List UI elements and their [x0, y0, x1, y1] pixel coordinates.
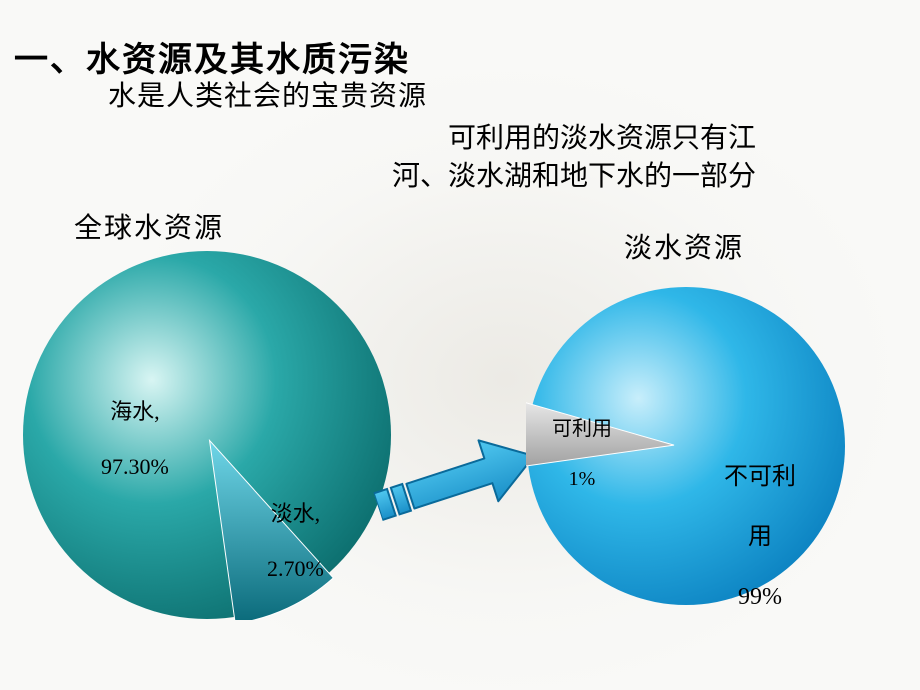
- chart-right-title: 淡水资源: [624, 226, 744, 266]
- pie-chart-global-water: [22, 250, 392, 620]
- pie-left-svg: [22, 250, 392, 620]
- intro-paragraph: 可利用的淡水资源只有江 河、淡水湖和地下水的一部分: [392, 120, 756, 196]
- arrow-svg: [364, 413, 550, 550]
- intro-paragraph-line1: 可利用的淡水资源只有江: [392, 120, 756, 158]
- intro-paragraph-line2: 河、淡水湖和地下水的一部分: [392, 158, 756, 196]
- section-subheading-text: 水是人类社会的宝贵资源: [108, 81, 427, 112]
- pie-right-label-usable: 可利用 1%: [542, 392, 612, 492]
- pie-left-label-seawater: 海水, 97.30%: [90, 370, 169, 480]
- section-subheading: 水是人类社会的宝贵资源: [108, 74, 427, 114]
- pie-left-label-freshwater: 淡水, 2.70%: [256, 472, 324, 582]
- chart-left-title: 全球水资源: [74, 206, 224, 246]
- pie-right-label-unusable: 不可利 用 99%: [712, 432, 796, 612]
- arrow-icon: [364, 413, 550, 550]
